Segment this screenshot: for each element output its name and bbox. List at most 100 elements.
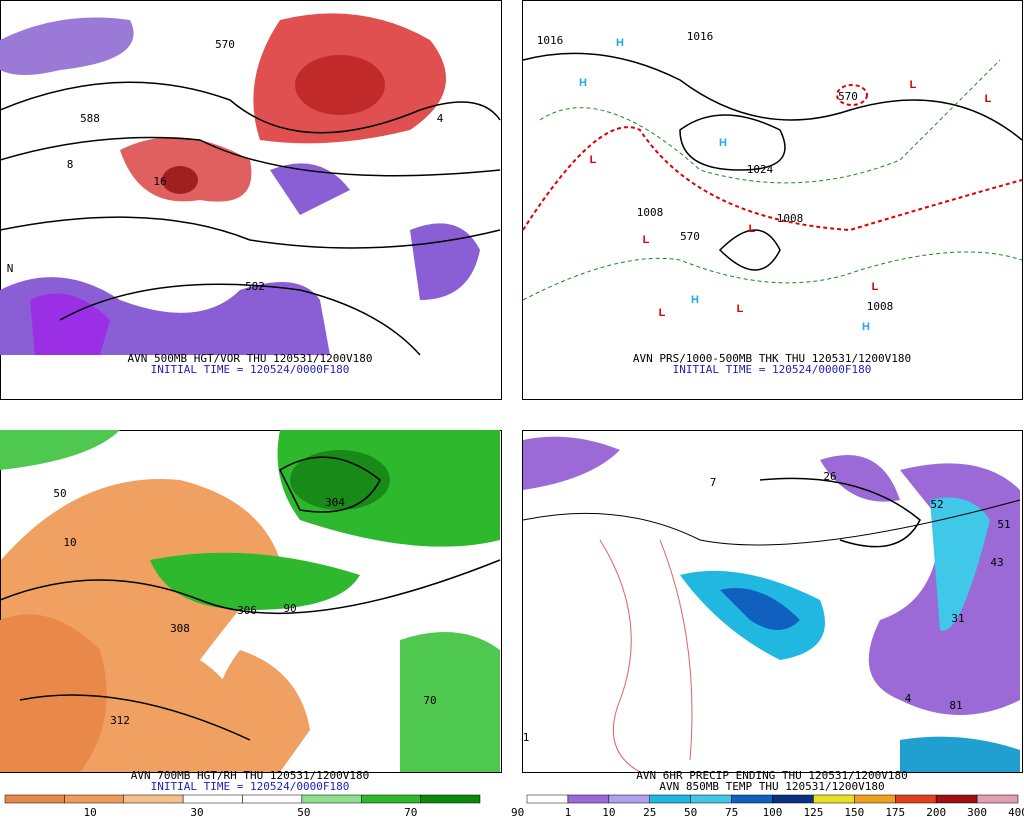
colorbar-swatch bbox=[854, 794, 896, 804]
temp-contours bbox=[522, 477, 1021, 773]
contour-label: 31 bbox=[951, 612, 964, 625]
panel-frame bbox=[0, 0, 502, 400]
colorbar-swatch bbox=[123, 794, 184, 804]
contour-label: 582 bbox=[245, 280, 265, 293]
pressure-center: L bbox=[910, 79, 917, 91]
colorbar-swatch bbox=[731, 794, 773, 804]
colorbar-swatch bbox=[64, 794, 124, 804]
contour-label: 306 bbox=[237, 604, 257, 617]
colorbar-label: 125 bbox=[803, 806, 823, 819]
contour-label: 1024 bbox=[747, 163, 774, 176]
colorbar-label: 25 bbox=[643, 806, 656, 819]
colorbar-label: 175 bbox=[885, 806, 905, 819]
contour-label: 1008 bbox=[637, 206, 664, 219]
panel-frame bbox=[0, 430, 502, 773]
humidity-shading bbox=[0, 430, 500, 772]
pressure-center: H bbox=[862, 321, 870, 333]
colorbar-label: 50 bbox=[684, 806, 697, 819]
colorbar-swatch bbox=[895, 794, 937, 804]
contour-label: 16 bbox=[153, 175, 166, 188]
contour-label: 52 bbox=[930, 498, 943, 511]
colorbar-label: 70 bbox=[404, 806, 417, 819]
colorbar-swatch bbox=[608, 794, 650, 804]
contour-label: N bbox=[7, 262, 14, 275]
pressure-center: L bbox=[737, 303, 744, 315]
colorbar-label: 300 bbox=[967, 806, 987, 819]
contour-label: 70 bbox=[423, 694, 436, 707]
colorbar-swatch bbox=[361, 794, 421, 804]
map-caption: AVN 700MB HGT/RH THU 120531/1200V180 bbox=[131, 769, 369, 782]
vorticity-shading bbox=[0, 13, 480, 355]
contour-label: 4 bbox=[905, 692, 912, 705]
colorbar-swatch bbox=[813, 794, 855, 804]
colorbar-swatch bbox=[772, 794, 814, 804]
map-subcaption: AVN 850MB TEMP THU 120531/1200V180 bbox=[659, 780, 884, 793]
precip-shading bbox=[523, 436, 1020, 772]
pressure-center: L bbox=[590, 154, 597, 166]
map-caption: AVN 500MB HGT/VOR THU 120531/1200V180 bbox=[127, 352, 372, 365]
pressure-center: H bbox=[579, 77, 587, 89]
pressure-center: H bbox=[616, 37, 624, 49]
contour-label: 10 bbox=[63, 536, 76, 549]
contour-label: 570 bbox=[680, 230, 700, 243]
colorbar-swatch bbox=[4, 794, 65, 804]
pressure-center: L bbox=[659, 307, 666, 319]
contour-label: 570 bbox=[215, 38, 235, 51]
pressure-contours bbox=[522, 52, 1023, 301]
panel-frame bbox=[522, 430, 1023, 773]
contour-label: 304 bbox=[325, 496, 345, 509]
map-subcaption: INITIAL TIME = 120524/0000F180 bbox=[673, 363, 872, 376]
colorbar-swatch bbox=[242, 794, 303, 804]
panel-frame bbox=[522, 0, 1023, 400]
pressure-center: L bbox=[749, 223, 756, 235]
colorbar-label: 200 bbox=[926, 806, 946, 819]
colorbar: 1 10 25 50 75 100 125 150 175 200 300 400 bbox=[526, 794, 1024, 819]
colorbar-label: 10 bbox=[602, 806, 615, 819]
contour-label: 7 bbox=[710, 476, 717, 489]
map-caption: AVN 6HR PRECIP ENDING THU 120531/1200V18… bbox=[636, 769, 908, 782]
contour-label: 570 bbox=[838, 90, 858, 103]
map-subcaption: INITIAL TIME = 120524/0000F180 bbox=[151, 363, 350, 376]
colorbar-swatch bbox=[690, 794, 732, 804]
contour-label: 43 bbox=[990, 556, 1003, 569]
map-subcaption: INITIAL TIME = 120524/0000F180 bbox=[151, 780, 350, 793]
contour-label: 1008 bbox=[777, 212, 804, 225]
colorbar-swatch bbox=[649, 794, 691, 804]
colorbar-swatch bbox=[526, 794, 569, 804]
contour-label: 4 bbox=[437, 112, 444, 125]
contour-label: 81 bbox=[949, 699, 962, 712]
colorbar-label: 100 bbox=[763, 806, 783, 819]
colorbar-label: 90 bbox=[511, 806, 524, 819]
pressure-center: L bbox=[985, 93, 992, 105]
pressure-center: L bbox=[872, 281, 879, 293]
colorbar-label: 1 bbox=[565, 806, 572, 819]
pressure-center: H bbox=[691, 294, 699, 306]
contour-label: 26 bbox=[823, 470, 836, 483]
colorbar-swatch bbox=[420, 794, 481, 804]
contour-label: 90 bbox=[283, 602, 296, 615]
pressure-center: L bbox=[643, 234, 650, 246]
contour-label: 8 bbox=[67, 158, 74, 171]
contour-label: 50 bbox=[53, 487, 66, 500]
colorbar-label: 10 bbox=[84, 806, 97, 819]
contour-label: 1 bbox=[523, 731, 530, 744]
map-caption: AVN PRS/1000-500MB THK THU 120531/1200V1… bbox=[633, 352, 911, 365]
contour-label: 308 bbox=[170, 622, 190, 635]
colorbar-swatch bbox=[976, 794, 1019, 804]
contour-label: 51 bbox=[997, 518, 1010, 531]
height-contours bbox=[0, 456, 501, 741]
colorbar-label: 400 bbox=[1008, 806, 1024, 819]
contour-label: 588 bbox=[80, 112, 100, 125]
colorbar-swatch bbox=[567, 794, 610, 804]
colorbar-label: 30 bbox=[190, 806, 203, 819]
colorbar-label: 50 bbox=[297, 806, 310, 819]
pressure-center: H bbox=[719, 137, 727, 149]
colorbar-label: 150 bbox=[844, 806, 864, 819]
contour-label: 1008 bbox=[867, 300, 894, 313]
colorbar-label: 75 bbox=[725, 806, 738, 819]
colorbar-swatch bbox=[935, 794, 978, 804]
contour-label: 1016 bbox=[537, 34, 564, 47]
colorbar-swatch bbox=[182, 794, 243, 804]
colorbar: 10 30 50 70 90 bbox=[4, 794, 524, 819]
